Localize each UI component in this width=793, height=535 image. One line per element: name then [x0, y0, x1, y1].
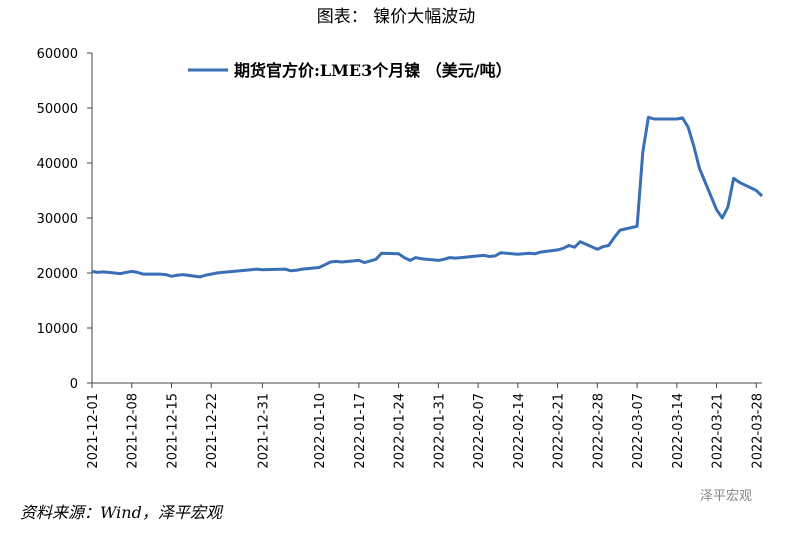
chart-title: 图表： 镍价大幅波动 [317, 7, 475, 27]
x-tick-label: 2022-01-31 [432, 393, 447, 469]
x-tick-label: 2022-03-21 [711, 393, 726, 469]
source-note: 资料来源：Wind，泽平宏观 [20, 503, 224, 522]
y-tick-label: 30000 [37, 212, 78, 227]
x-tick-label: 2022-01-24 [393, 393, 408, 469]
x-tick-label: 2022-02-21 [552, 393, 567, 469]
y-tick-label: 10000 [37, 322, 78, 337]
x-tick-label: 2022-01-10 [313, 393, 328, 469]
x-tick-label: 2022-03-14 [671, 393, 686, 469]
x-tick-label: 2022-02-07 [472, 393, 487, 469]
y-tick-label: 20000 [37, 267, 78, 282]
x-tick-label: 2022-03-07 [631, 393, 646, 469]
y-tick-label: 40000 [37, 157, 78, 172]
y-tick-label: 50000 [37, 102, 78, 117]
y-tick-label: 0 [70, 377, 78, 392]
x-tick-label: 2021-12-31 [256, 393, 271, 469]
legend-label: 期货官方价:LME3个月镍 （美元/吨） [234, 61, 512, 80]
y-tick-label: 60000 [37, 47, 78, 62]
series-line [91, 115, 764, 279]
x-tick-label: 2021-12-01 [86, 393, 101, 469]
x-tick-label: 2022-02-14 [512, 393, 527, 469]
x-tick-label: 2021-12-15 [165, 393, 180, 469]
x-tick-label: 2022-01-17 [353, 393, 368, 469]
x-tick-label: 2022-02-28 [591, 393, 606, 469]
x-tick-label: 2021-12-22 [205, 393, 220, 469]
x-tick-label: 2022-03-28 [750, 393, 765, 469]
x-tick-label: 2021-12-08 [126, 393, 141, 469]
watermark: 泽平宏观 [700, 489, 752, 504]
